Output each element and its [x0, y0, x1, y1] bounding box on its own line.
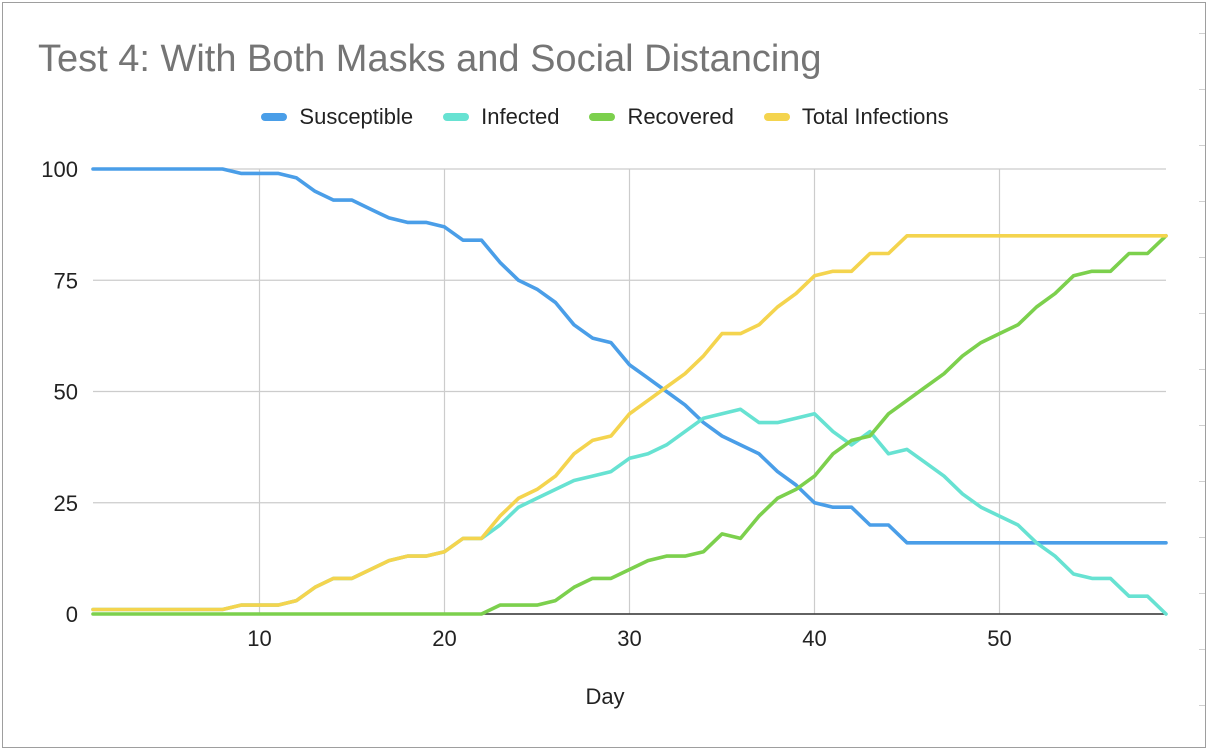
y-tick-label: 100: [41, 157, 78, 182]
y-tick-label: 0: [66, 602, 78, 627]
x-tick-label: 20: [432, 626, 456, 651]
x-tick-label: 40: [802, 626, 826, 651]
x-tick-label: 30: [617, 626, 641, 651]
y-tick-label: 75: [54, 268, 78, 293]
x-tick-label: 50: [987, 626, 1011, 651]
y-tick-label: 25: [54, 491, 78, 516]
y-tick-label: 50: [54, 380, 78, 405]
x-tick-label: 10: [247, 626, 271, 651]
x-axis-label: Day: [0, 684, 1210, 710]
